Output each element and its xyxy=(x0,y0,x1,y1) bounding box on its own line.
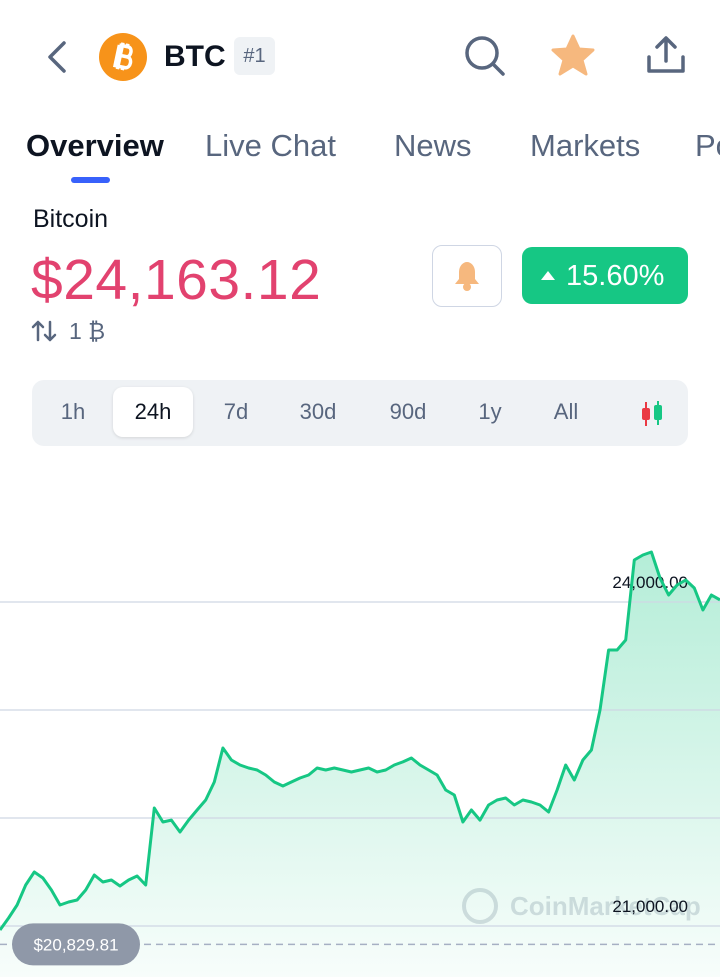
range-option[interactable]: 1h xyxy=(60,399,86,424)
up-arrow xyxy=(541,271,555,280)
price-chart: CoinMarketCap24,000.0021,000.00$20,829.8… xyxy=(0,550,720,977)
reference-pill xyxy=(12,923,140,966)
range-option[interactable]: 7d xyxy=(223,399,249,424)
holding: 1 ₿ xyxy=(69,318,106,344)
tab[interactable]: Live Chat xyxy=(205,128,336,163)
coin-logo xyxy=(99,33,147,81)
change-percent: 15.60% xyxy=(566,260,665,292)
tab[interactable]: Overview xyxy=(26,128,164,163)
y-tick-label: 24,000.00 xyxy=(612,573,688,592)
price-alert-button[interactable] xyxy=(432,245,502,307)
y-tick-label: 21,000.00 xyxy=(612,897,688,916)
tab-indicator xyxy=(71,177,110,183)
swap-icon xyxy=(31,320,57,342)
range-option[interactable]: 90d xyxy=(389,399,427,424)
range-option[interactable]: 30d xyxy=(299,399,337,424)
candle-toggle[interactable] xyxy=(638,399,666,429)
price-area xyxy=(0,552,720,977)
tab[interactable]: News xyxy=(394,128,472,163)
reference-label: $20,829.81 xyxy=(33,935,118,954)
range-option[interactable]: All xyxy=(553,399,579,424)
search-button[interactable] xyxy=(462,33,508,79)
change-badge: 15.60% xyxy=(522,247,688,304)
range-option[interactable]: 1y xyxy=(478,399,502,424)
rank-badge: #1 xyxy=(234,37,275,75)
range-option[interactable]: 24h xyxy=(113,387,193,437)
tab[interactable]: Po xyxy=(695,128,720,163)
price: $24,163.12 xyxy=(31,248,322,312)
share-button[interactable] xyxy=(643,33,689,79)
tab[interactable]: Markets xyxy=(530,128,641,163)
coin-symbol: BTC xyxy=(164,40,226,73)
bell-icon xyxy=(455,262,479,291)
watchlist-star[interactable] xyxy=(550,33,596,79)
coin-name: Bitcoin xyxy=(33,205,109,233)
price-line xyxy=(0,550,720,931)
back-button[interactable] xyxy=(40,37,76,77)
